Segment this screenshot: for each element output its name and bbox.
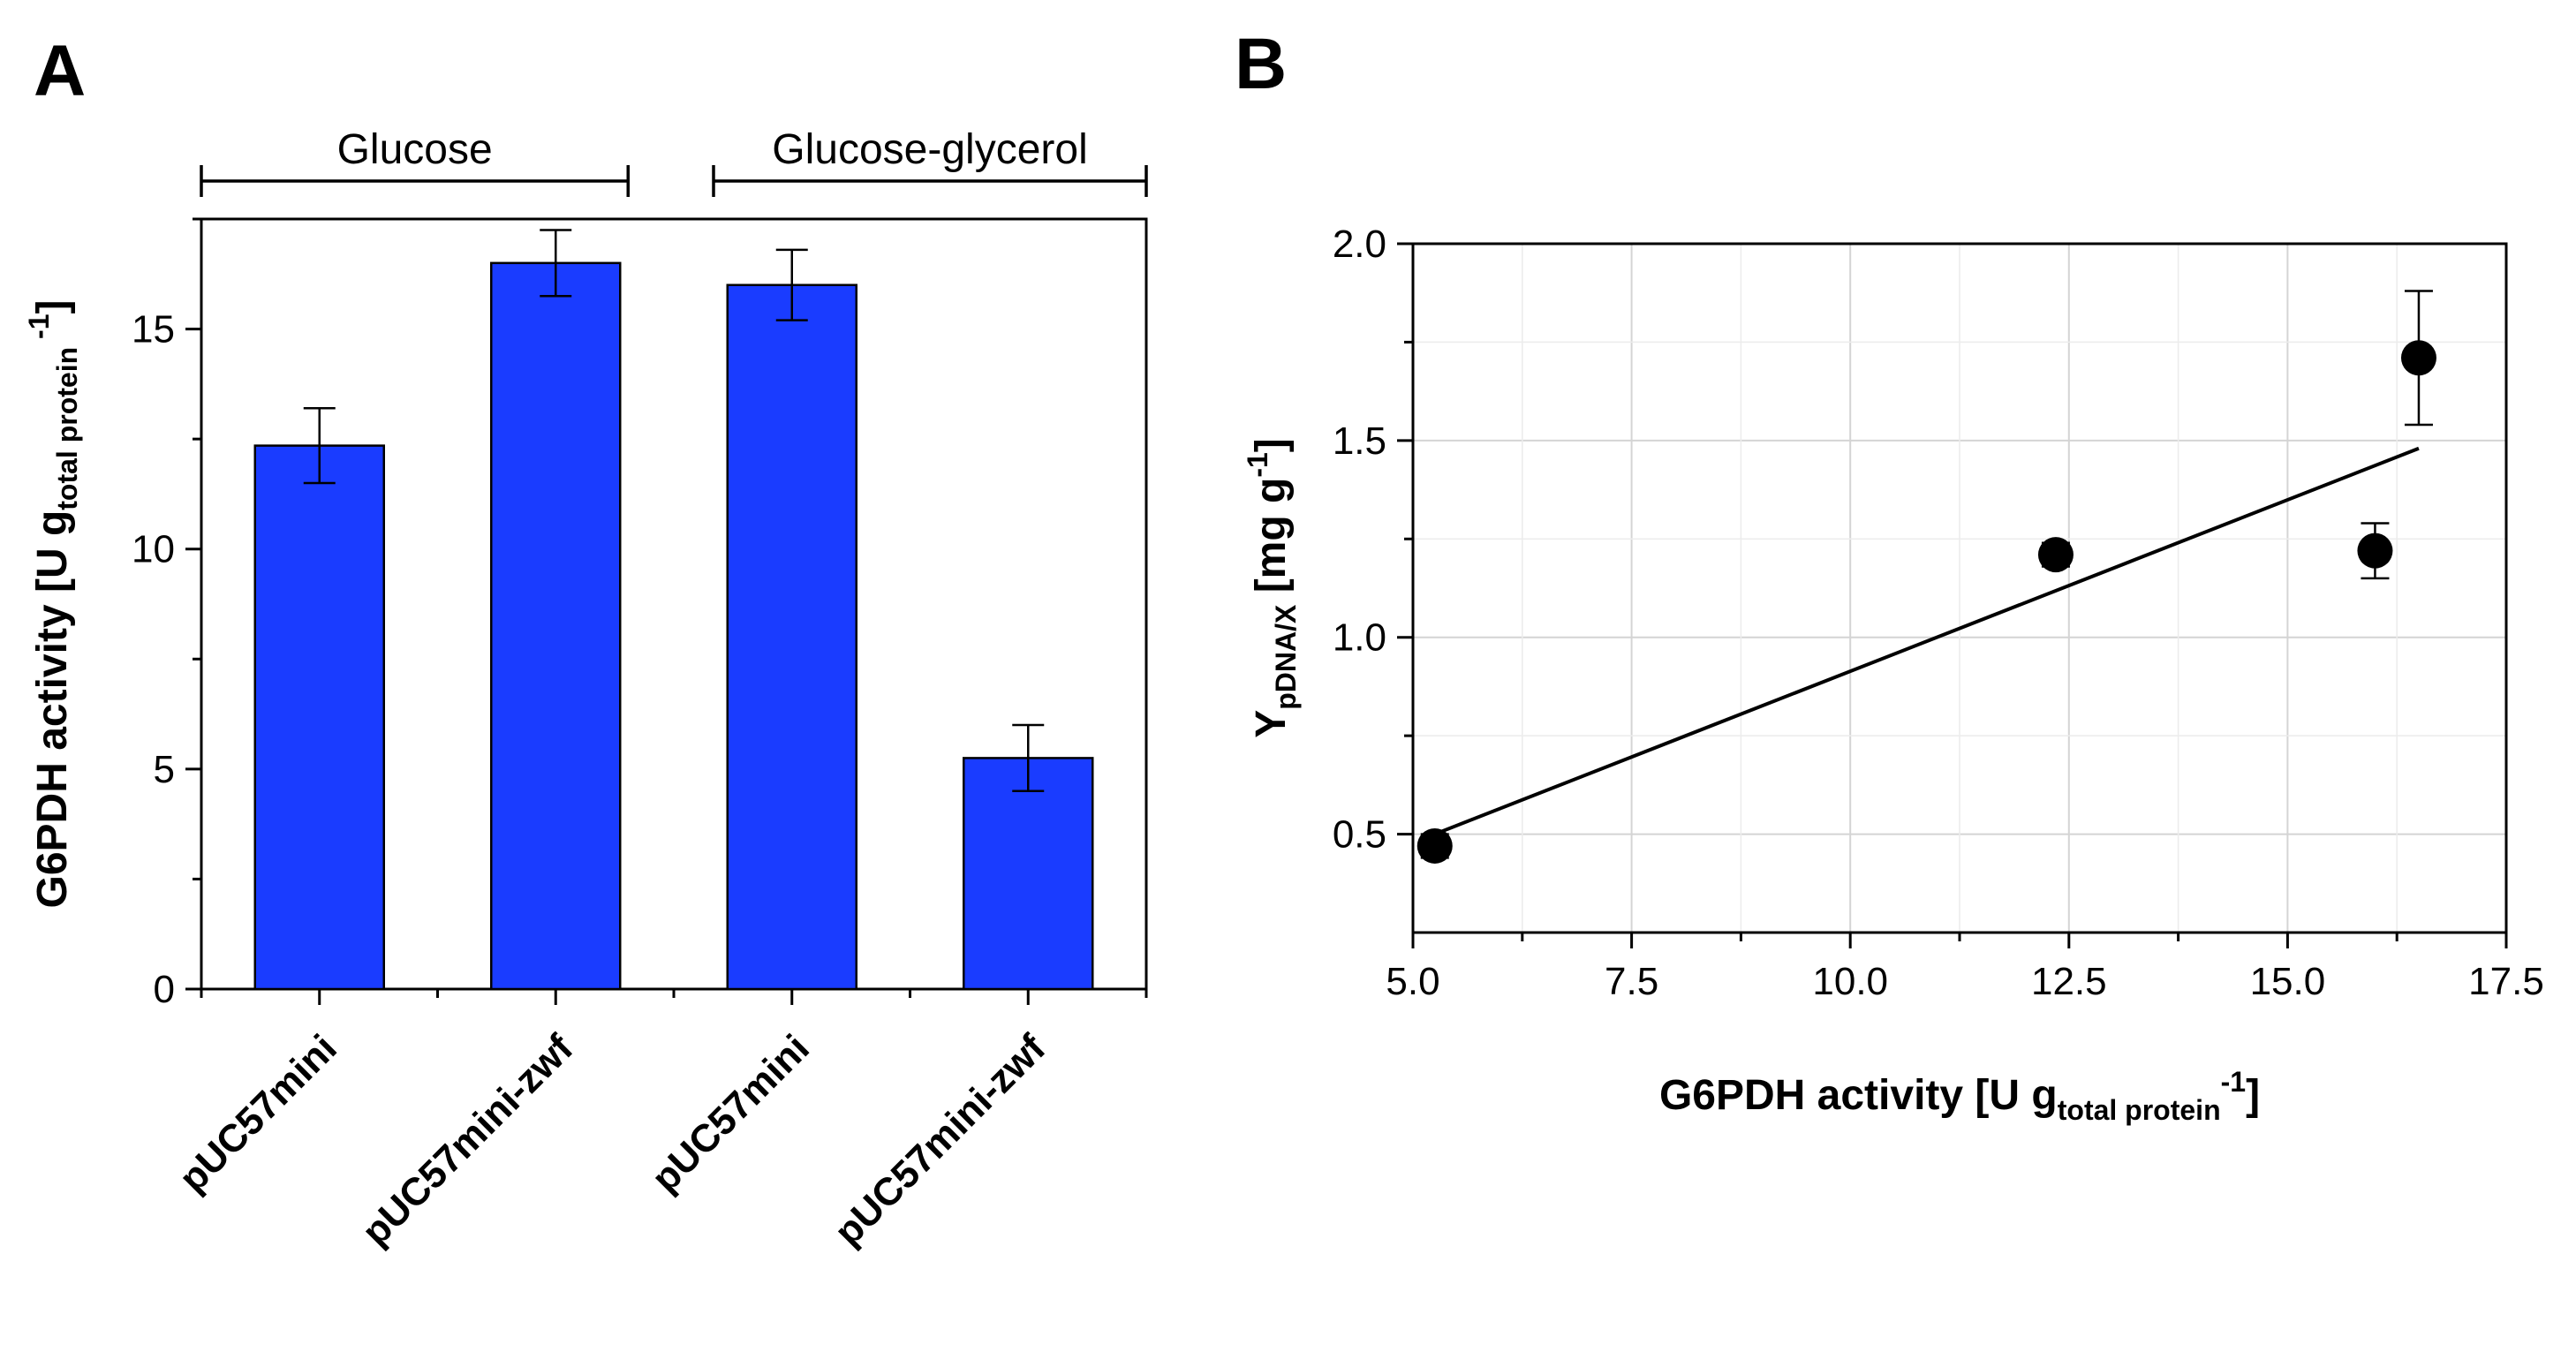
panel-a-bar <box>726 283 857 991</box>
panel-a-y-axis-title-sub: total protein <box>51 347 83 510</box>
panel-b-fit-line <box>1434 446 2420 836</box>
panel-a-bar <box>490 261 622 991</box>
panel-a-y-tick-label: 10 <box>132 528 175 571</box>
panel-b-scatter-chart: 5.0 7.5 10.0 12.5 15.0 17.5 0.5 1.0 1.5 2.0 G6PDH … <box>1242 223 2544 1126</box>
panel-b-data-point <box>1416 827 1453 864</box>
panel-a-category-label: pUC57mini <box>644 1026 818 1200</box>
panel-a-bar <box>963 757 1094 991</box>
panel-b-y-axis-title: YpDNA/X [mg g-1] <box>1242 438 1302 738</box>
panel-a-y-axis-title-sup: -1 <box>23 313 55 346</box>
panel-b-x-axis-title-main: G6PDH activity [U g <box>1659 1072 2058 1119</box>
panel-b-y-tick-label: 0.5 <box>1333 813 1386 857</box>
panel-a-category-label: pUC57mini-zwf <box>354 1026 582 1254</box>
panel-a-y-axis-title: G6PDH activity [U gtotal protein -1] <box>23 300 83 909</box>
panel-a-group-label: Glucose <box>337 126 493 173</box>
panel-a-category-label: pUC57mini <box>171 1026 345 1200</box>
panel-b-y-tick-label: 1.5 <box>1333 419 1386 463</box>
panel-a-y-axis-title-close: ] <box>29 300 76 314</box>
panel-a-y-tick-label: 5 <box>154 748 175 791</box>
panel-a-category-label: pUC57mini-zwf <box>827 1026 1054 1254</box>
panel-b-x-tick-label: 15.0 <box>2250 960 2326 1003</box>
panel-b-data-point <box>2357 532 2393 569</box>
panel-b-x-axis-title-sub: total protein <box>2058 1094 2221 1126</box>
panel-a-bar <box>253 444 385 991</box>
panel-a-y-tick-label: 0 <box>154 968 175 1011</box>
panel-a-letter: A <box>34 31 86 111</box>
panel-b-letter: B <box>1235 24 1287 104</box>
panel-b-y-tick-label: 2.0 <box>1333 223 1386 266</box>
panel-b-data-point <box>2400 340 2436 376</box>
panel-a-y-tick-label: 15 <box>132 308 175 351</box>
panel-b-y-axis-title-sub: pDNA/X <box>1270 604 1302 710</box>
panel-b-x-axis-title-sup: -1 <box>2221 1066 2246 1098</box>
panel-a-y-axis-title-main: G6PDH activity [U g <box>29 510 76 909</box>
panel-b-x-tick-label: 5.0 <box>1386 960 1439 1003</box>
panel-b-x-tick-label: 12.5 <box>2031 960 2107 1003</box>
panel-b-y-axis-title-close: ] <box>1248 438 1295 452</box>
panel-a-group-label: Glucose-glycerol <box>772 126 1087 173</box>
panel-b-x-axis-title: G6PDH activity [U gtotal protein-1] <box>1659 1066 2260 1126</box>
panel-b-y-axis-title-main: Y <box>1248 710 1295 738</box>
panel-b-data-point <box>2037 537 2074 573</box>
panel-b-y-axis-title-rest: [mg g <box>1248 478 1295 605</box>
panel-b-x-tick-label: 10.0 <box>1812 960 1888 1003</box>
panel-b-x-axis-title-close: ] <box>2246 1072 2260 1119</box>
panel-b-y-axis-title-sup: -1 <box>1242 452 1273 477</box>
panel-b-x-tick-label: 17.5 <box>2468 960 2544 1003</box>
panel-b-x-tick-label: 7.5 <box>1605 960 1658 1003</box>
panel-b-y-tick-label: 1.0 <box>1333 616 1386 660</box>
